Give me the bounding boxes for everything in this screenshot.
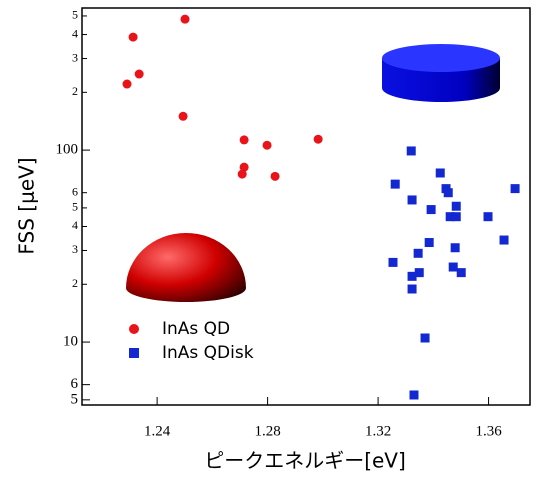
point (239, 162, 249, 172)
point (407, 195, 417, 205)
disk-illustration (382, 44, 500, 102)
point (122, 79, 132, 89)
point (443, 188, 453, 198)
point (409, 390, 419, 400)
x-tick-label: 1.32 (365, 423, 391, 439)
point (178, 111, 188, 121)
dome-illustration (126, 233, 246, 302)
point (445, 212, 455, 222)
y-tick-label: 6 (71, 376, 79, 392)
y-axis-title: FSS [μeV] (15, 157, 39, 254)
y-tick-label: 5 (72, 8, 78, 22)
point (262, 140, 272, 150)
point (406, 146, 416, 156)
point (134, 69, 144, 79)
point (237, 169, 247, 179)
x-tick-label: 1.36 (475, 423, 502, 439)
point (407, 284, 417, 294)
legend-marker (129, 348, 139, 358)
x-axis-title: ピークエネルギー[eV] (204, 449, 406, 473)
legend-label: InAs QD (162, 319, 230, 339)
point (407, 271, 417, 281)
point (424, 238, 434, 248)
point (499, 235, 509, 245)
point (450, 243, 460, 253)
point (456, 268, 466, 278)
point (448, 262, 458, 272)
legend-label: InAs QDisk (162, 343, 254, 363)
y-tick-label: 4 (72, 26, 78, 40)
y-tick-label: 100 (56, 142, 79, 158)
point (313, 134, 323, 144)
point (390, 179, 400, 189)
y-tick-label: 5 (71, 391, 79, 407)
point (413, 248, 423, 258)
point (451, 201, 461, 211)
y-tick-label: 5 (72, 200, 78, 214)
y-tick-label: 3 (72, 50, 78, 64)
point (510, 184, 520, 194)
point (239, 135, 249, 145)
point (180, 14, 190, 24)
legend-marker (129, 324, 139, 334)
x-tick-label: 1.24 (144, 423, 171, 439)
y-tick-label: 10 (63, 333, 78, 349)
point (270, 171, 280, 181)
y-tick-label: 6 (72, 184, 78, 198)
point (414, 268, 424, 278)
y-tick-label: 3 (72, 242, 78, 256)
y-tick-label: 2 (72, 276, 78, 290)
x-tick-label: 1.28 (254, 423, 280, 439)
y-tick-label: 2 (72, 84, 78, 98)
point (388, 257, 398, 267)
plot-frame (81, 7, 531, 406)
point (483, 212, 493, 222)
point (128, 32, 138, 42)
point (435, 168, 445, 178)
point (420, 333, 430, 343)
point (451, 212, 461, 222)
y-tick-label: 4 (72, 218, 78, 232)
point (426, 205, 436, 215)
